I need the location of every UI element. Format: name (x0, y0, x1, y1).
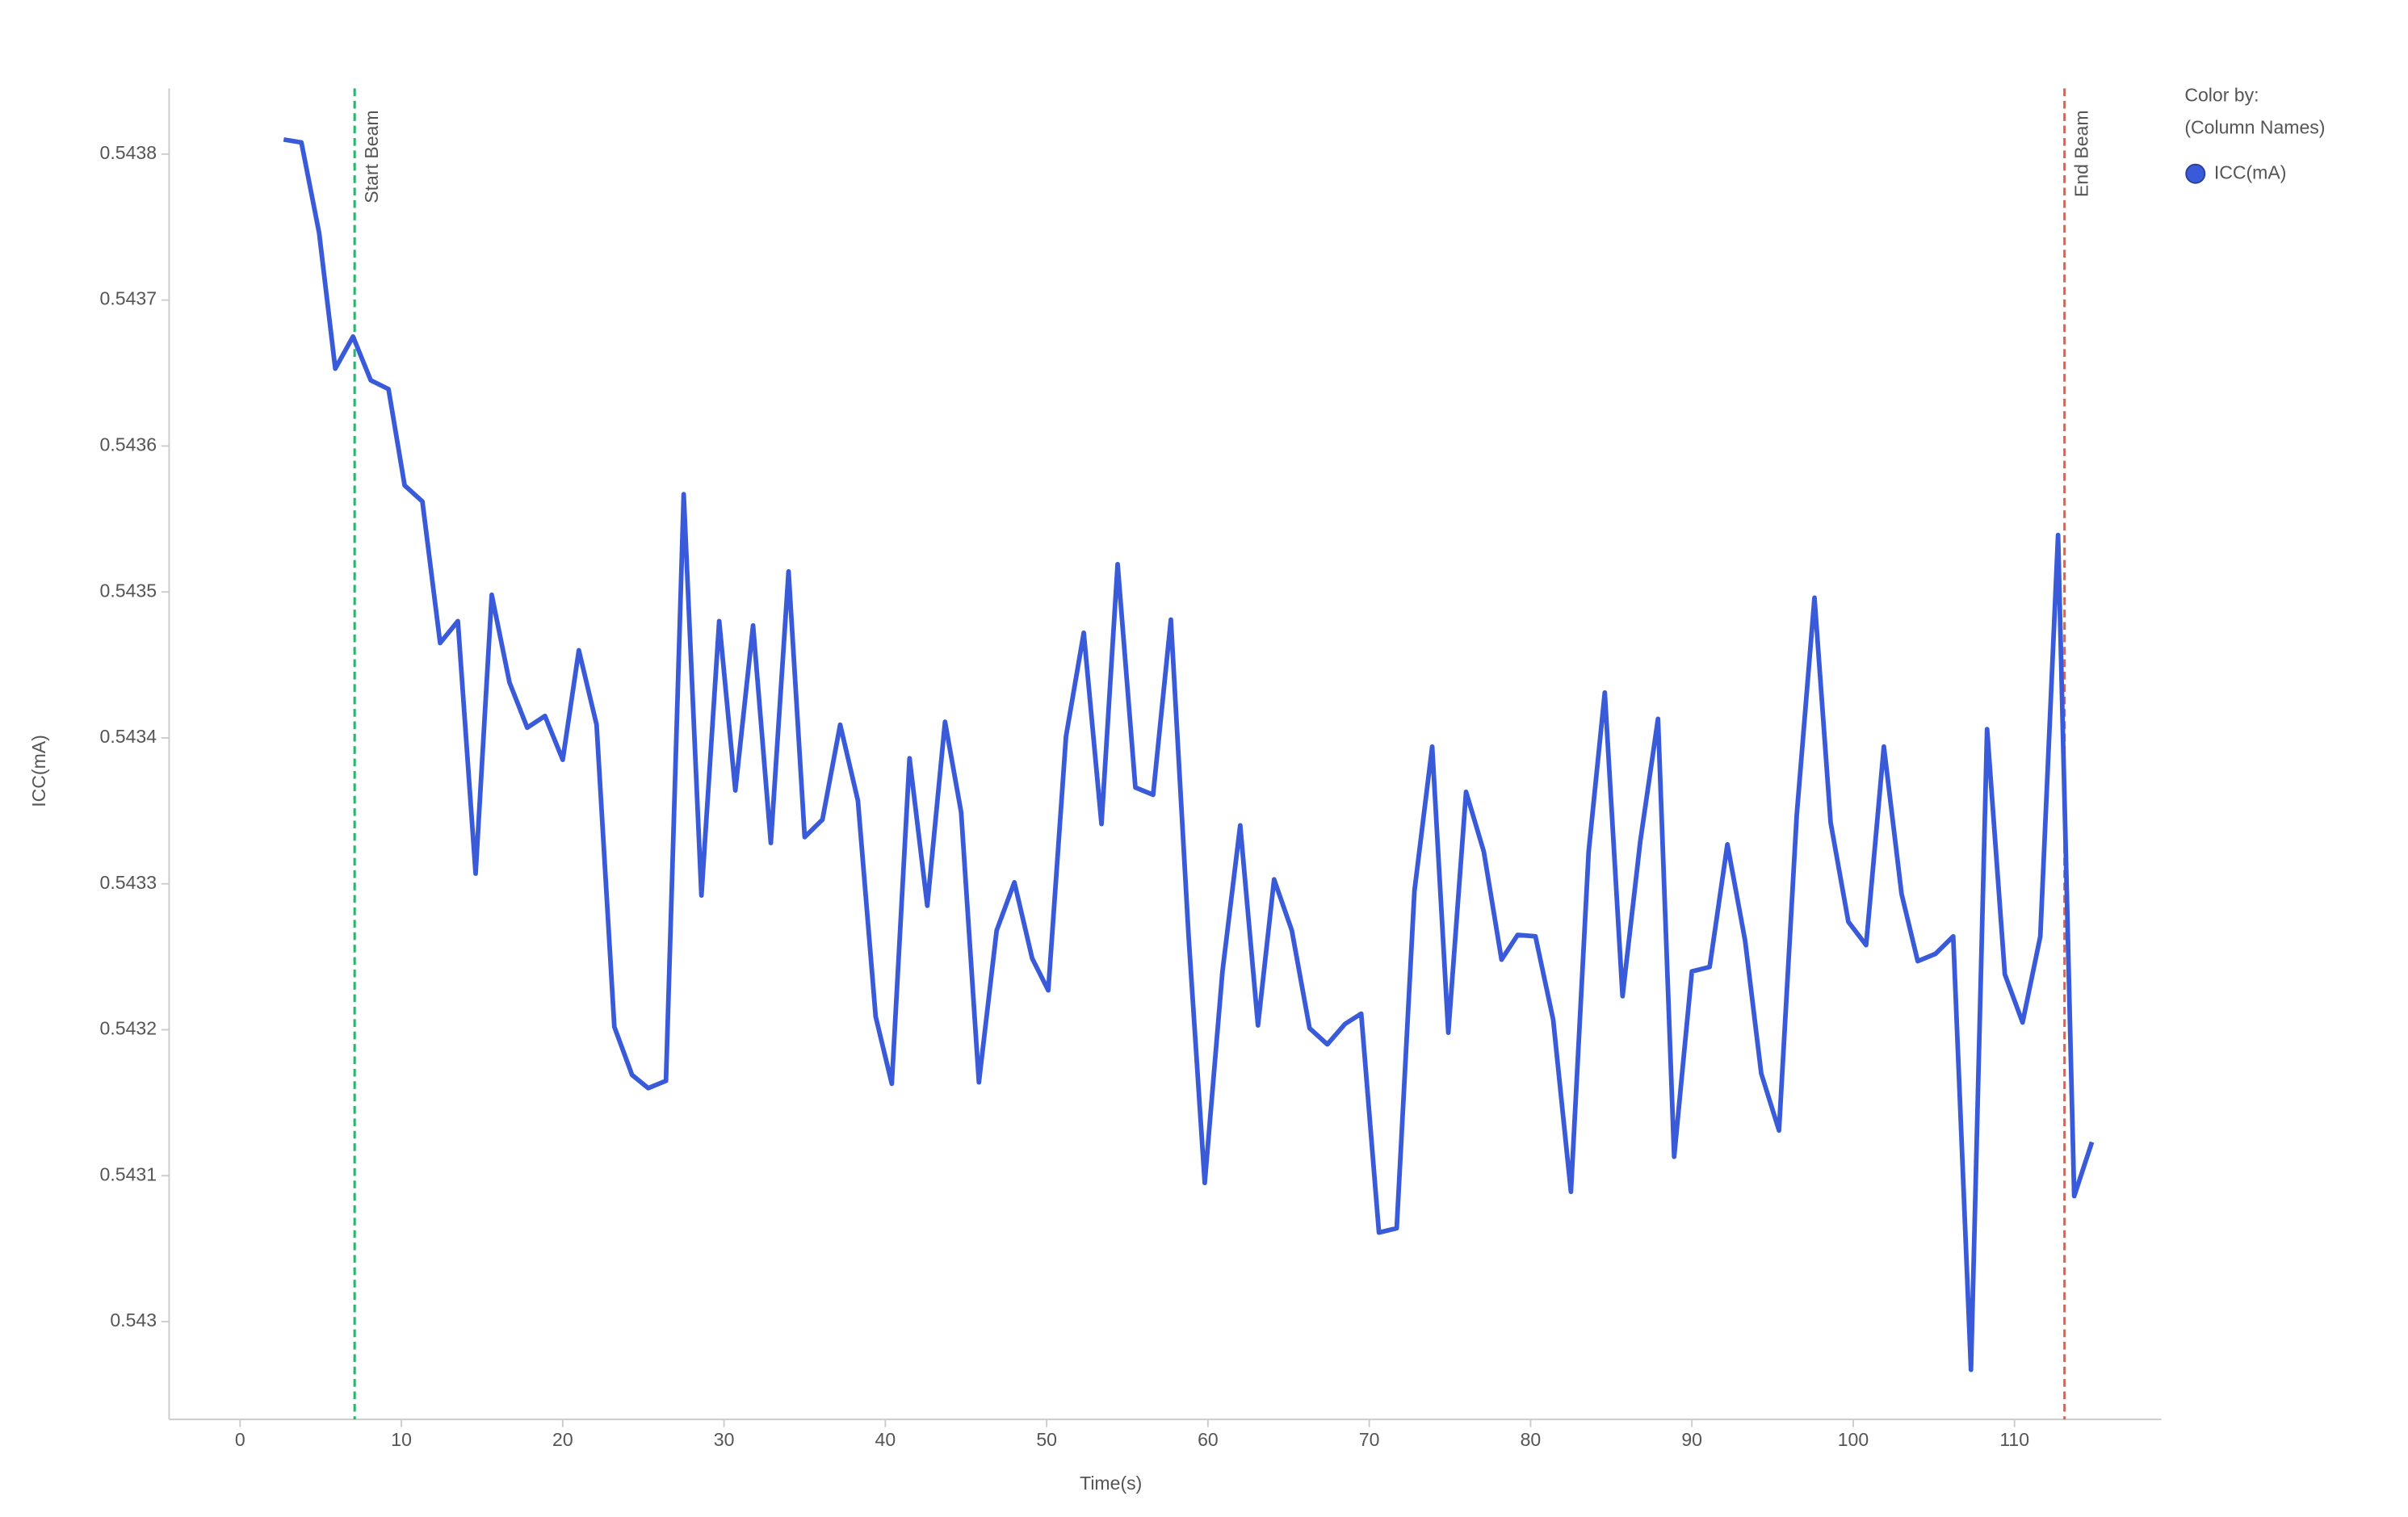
legend-title: (Column Names) (2184, 117, 2325, 138)
legend-title: Color by: (2184, 84, 2259, 105)
data-line (283, 136, 2095, 1372)
legend-label: ICC(mA) (2214, 161, 2287, 182)
x-tick-label: 0 (235, 1429, 245, 1450)
x-tick-label: 60 (1198, 1429, 1219, 1450)
annotation-label: Start Beam (361, 110, 382, 203)
y-tick-label: 0.5436 (100, 434, 157, 455)
y-tick-label: 0.5431 (100, 1163, 157, 1184)
y-tick-label: 0.5434 (100, 726, 157, 747)
legend-marker (2185, 163, 2206, 184)
x-tick-label: 80 (1521, 1429, 1542, 1450)
x-tick-label: 20 (552, 1429, 573, 1450)
x-tick-label: 40 (875, 1429, 896, 1450)
x-tick-label: 30 (714, 1429, 735, 1450)
y-tick-label: 0.5437 (100, 288, 157, 309)
x-tick-label: 100 (1838, 1429, 1869, 1450)
x-axis-label: Time(s) (1080, 1473, 1142, 1494)
x-tick-label: 90 (1681, 1429, 1702, 1450)
x-tick-label: 10 (391, 1429, 412, 1450)
x-tick-label: 110 (1999, 1429, 2029, 1450)
y-tick-label: 0.5433 (100, 872, 157, 893)
x-tick-label: 50 (1036, 1429, 1057, 1450)
annotation-label: End Beam (2070, 110, 2091, 197)
x-tick-label: 70 (1359, 1429, 1380, 1450)
y-tick-label: 0.543 (110, 1310, 157, 1331)
y-tick-label: 0.5435 (100, 580, 157, 601)
y-tick-label: 0.5438 (100, 142, 157, 163)
y-axis-label: ICC(mA) (28, 735, 49, 807)
y-tick-label: 0.5432 (100, 1018, 157, 1039)
